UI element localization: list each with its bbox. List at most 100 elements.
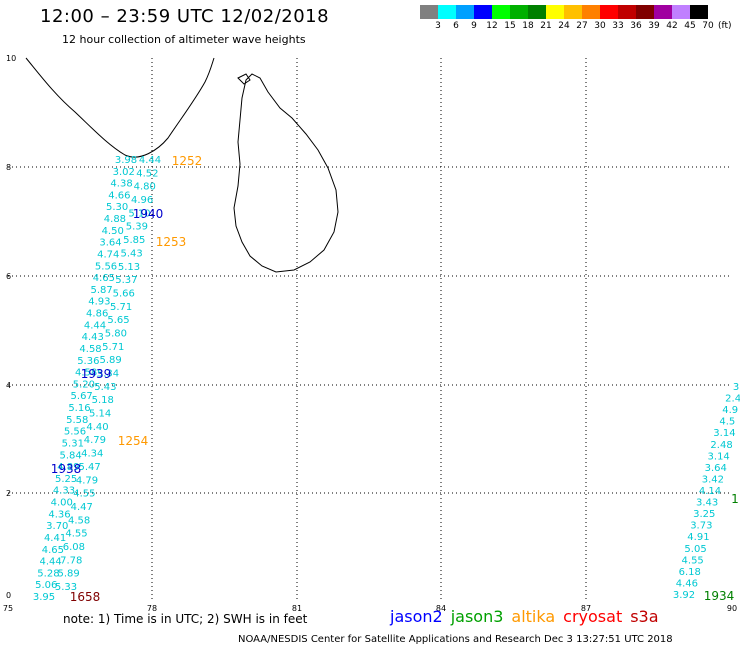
legend-swatch — [618, 5, 636, 19]
legend-label: 70 — [702, 21, 714, 31]
track-value: 3.98 — [115, 155, 137, 166]
legend-label: 15 — [504, 21, 516, 31]
track-value: 5.36 — [77, 356, 99, 367]
y-tick-label: 8 — [6, 163, 11, 172]
track-value: 5.16 — [68, 403, 90, 414]
track-value: 4.86 — [86, 309, 108, 320]
track-value: 4.96 — [131, 195, 153, 206]
track-value: 4.34 — [81, 449, 103, 460]
island-mark — [237, 73, 251, 85]
track-value: 5.58 — [66, 415, 88, 426]
track-value: 5.43 — [94, 382, 116, 393]
y-tick-label: 4 — [6, 381, 11, 390]
track-value: 4.55 — [65, 529, 87, 540]
track-value: 4.66 — [108, 190, 130, 201]
pass-time-label: 1934 — [704, 589, 735, 603]
track-value: 5.47 — [78, 462, 100, 473]
track-value: 3 — [733, 382, 739, 393]
legend-swatch — [510, 5, 528, 19]
track-value: 4.14 — [699, 486, 721, 497]
y-tick-label: 6 — [6, 272, 11, 281]
legend-swatch — [546, 5, 564, 19]
footer-note: note: 1) Time is in UTC; 2) SWH is in fe… — [63, 612, 308, 626]
legend-label: 30 — [594, 21, 606, 31]
track-value: 3.73 — [690, 521, 712, 532]
track-value: 3.95 — [33, 592, 55, 603]
track-value: 3.64 — [705, 463, 727, 474]
track-value: 5.56 — [64, 427, 86, 438]
legend-swatch — [474, 5, 492, 19]
track-value: 4.52 — [136, 168, 158, 179]
legend-swatch — [438, 5, 456, 19]
track-value: 4.58 — [79, 344, 101, 355]
india-coastline — [25, 57, 215, 158]
x-tick-label: 81 — [292, 604, 302, 613]
track-value: 5.71 — [110, 302, 132, 313]
track-value: 4.91 — [687, 532, 709, 543]
track-value: 4.41 — [44, 533, 66, 544]
legend-label: 21 — [540, 21, 552, 31]
track-value: 5.37 — [115, 275, 137, 286]
track-value: 7.78 — [60, 555, 82, 566]
legend-label: 27 — [576, 21, 588, 31]
track-value: 5.14 — [89, 409, 111, 420]
track-value: 5.85 — [123, 235, 145, 246]
track-value: 5.20 — [73, 379, 95, 390]
x-tick-label: 90 — [727, 604, 737, 613]
sri-lanka-coastline — [233, 73, 339, 273]
pass-time-label: 1 — [731, 492, 739, 506]
track-value: 4.58 — [75, 368, 97, 379]
x-tick-label: 78 — [147, 604, 157, 613]
track-value: 6.18 — [679, 567, 701, 578]
legend-label: 39 — [648, 21, 660, 31]
legend-swatch — [564, 5, 582, 19]
legend-label: 45 — [684, 21, 696, 31]
track-value: 4.46 — [676, 578, 698, 589]
track-value: 4.79 — [76, 475, 98, 486]
track-value: 2.4 — [725, 394, 740, 405]
track-value: 3.14 — [708, 451, 730, 462]
track-value: 4.55 — [73, 489, 95, 500]
legend-swatch — [672, 5, 690, 19]
track-value: 4.00 — [51, 498, 73, 509]
pass-time-label: 1658 — [70, 590, 101, 604]
track-value: 3.70 — [46, 521, 68, 532]
track-value: 5.87 — [90, 285, 112, 296]
track-value: 4.88 — [104, 214, 126, 225]
map-grid — [8, 58, 732, 600]
track-value: 5.34 — [97, 369, 119, 380]
track-value: 4.9 — [722, 405, 738, 416]
y-tick-label: 10 — [6, 54, 16, 63]
legend-label: 33 — [612, 21, 624, 31]
track-value: 5.67 — [71, 391, 93, 402]
pass-time-label: 1253 — [156, 235, 187, 249]
legend-unit: (ft) — [718, 21, 732, 31]
legend-swatch — [456, 5, 474, 19]
track-value: 5.33 — [55, 582, 77, 593]
track-value: 4.74 — [97, 249, 119, 260]
track-value: 2.48 — [710, 440, 732, 451]
pass-time-label: 1940 — [133, 207, 164, 221]
track-value: 4.89 — [57, 462, 79, 473]
track-value: 4.58 — [68, 515, 90, 526]
pass-time-label: 1939 — [81, 367, 112, 381]
wave-height-tracks: 3.983.024.384.665.304.884.503.644.745.56… — [33, 155, 740, 603]
legend-swatch — [492, 5, 510, 19]
track-value: 5.13 — [118, 262, 140, 273]
y-tick-label: 2 — [6, 489, 11, 498]
track-value: 5.66 — [113, 288, 135, 299]
track-value: 3.02 — [113, 167, 135, 178]
legend-label: 42 — [666, 21, 678, 31]
track-value: 4.36 — [48, 509, 70, 520]
track-value: 5.30 — [106, 202, 128, 213]
track-value: 5.28 — [37, 568, 59, 579]
track-value: 5.80 — [105, 328, 127, 339]
legend-label: 9 — [471, 21, 477, 31]
track-value: 3.42 — [702, 474, 724, 485]
legend-swatch — [528, 5, 546, 19]
map-title: 12:00 – 23:59 UTC 12/02/2018 — [40, 6, 330, 27]
track-value: 4.44 — [84, 320, 106, 331]
track-value: 4.40 — [86, 422, 108, 433]
track-value: 5.05 — [684, 544, 706, 555]
x-tick-label: 75 — [3, 604, 13, 613]
